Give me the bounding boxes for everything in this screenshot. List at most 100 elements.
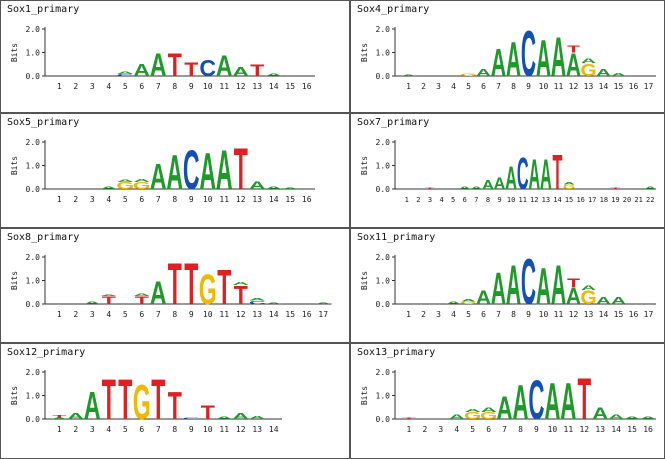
logo-letter-A: A [528, 151, 540, 199]
position-label: 12 [569, 310, 579, 319]
position-label: 11 [219, 195, 229, 204]
logo-letter-C: C [183, 141, 200, 202]
logo-letter-T: T [201, 402, 215, 424]
y-tick-label: 2.0 [376, 368, 391, 377]
position-label: 2 [73, 195, 78, 204]
logo-letter-A: A [265, 186, 282, 190]
position-label: 12 [236, 195, 246, 204]
position-label: 3 [428, 196, 432, 204]
position-label: 8 [172, 310, 177, 319]
logo-panel-1: Sox1_primary 2.0 1.0 0.0 Bits 1 2 3 4 5 6 7 8 9 10 11 12… [0, 0, 350, 113]
logo-letter-G: G [133, 376, 151, 431]
logo-letter-A: A [461, 299, 476, 303]
position-label: 7 [156, 195, 161, 204]
logo-letter-C: C [521, 18, 536, 91]
position-label: 9 [189, 425, 194, 434]
logo-letter-A: A [84, 384, 101, 428]
position-label: 9 [526, 310, 531, 319]
position-label: 6 [139, 425, 144, 434]
position-label: 15 [285, 310, 295, 319]
logo-letter-A: A [249, 179, 266, 192]
logo-letter-T: T [402, 418, 416, 420]
position-label: 17 [588, 196, 596, 204]
y-tick-label: 1.0 [26, 277, 41, 286]
logo-letter-A: A [249, 298, 266, 302]
position-label: 3 [90, 425, 95, 434]
position-label: 2 [421, 310, 426, 319]
position-label: 1 [407, 425, 412, 434]
position-label: 4 [451, 82, 456, 91]
position-label: 16 [302, 310, 312, 319]
logo-letter-A: A [581, 58, 596, 65]
position-label: 20 [623, 196, 631, 204]
position-label: 9 [497, 196, 501, 204]
position-label: 4 [106, 195, 111, 204]
logo-letter-C: C [199, 55, 216, 81]
position-label: 15 [614, 310, 624, 319]
position-label: 14 [599, 310, 609, 319]
position-label: 7 [496, 82, 501, 91]
panel-title: Sox7_primary [357, 117, 430, 128]
position-label: 17 [644, 82, 654, 91]
position-label: 9 [189, 82, 194, 91]
y-tick-label: 1.0 [376, 277, 391, 286]
logo-letter-C: C [249, 300, 266, 306]
logo-letter-T: T [553, 145, 563, 200]
position-label: 11 [554, 82, 564, 91]
position-label: 8 [486, 196, 490, 204]
position-label: 16 [576, 196, 584, 204]
logo-letter-A: A [581, 284, 596, 291]
position-label: 9 [189, 310, 194, 319]
logo-letter-A: A [117, 71, 134, 75]
logo-letter-G: G [199, 267, 217, 314]
position-label: 10 [203, 425, 213, 434]
position-label: 10 [507, 196, 515, 204]
logo-letter-A: A [465, 408, 482, 413]
position-label: 12 [236, 425, 246, 434]
position-label: 1 [406, 310, 411, 319]
position-label: 15 [565, 196, 573, 204]
position-label: 7 [496, 310, 501, 319]
position-label: 9 [189, 195, 194, 204]
position-label: 2 [73, 82, 78, 91]
logo-letter-A: A [51, 418, 68, 420]
logo-letter-A: A [150, 46, 167, 83]
position-label: 5 [123, 82, 128, 91]
position-label: 12 [579, 425, 589, 434]
logo-letter-A: A [506, 32, 521, 87]
logo-letter-A: A [282, 188, 299, 190]
logo-letter-T: T [577, 367, 591, 432]
logo-letter-A: A [540, 151, 552, 199]
position-label: 10 [203, 82, 213, 91]
logo-letter-G: G [133, 180, 151, 191]
logo-letter-A: A [459, 185, 471, 190]
logo-letter-A: A [491, 263, 506, 314]
logo-letter-A: A [100, 186, 117, 190]
logo-letter-A: A [482, 178, 494, 192]
logo-letter-T: T [135, 294, 149, 307]
logo-letter-A: A [449, 413, 465, 420]
y-tick-label: 0.0 [376, 185, 391, 194]
position-label: 2 [422, 425, 427, 434]
logo-letter-A: A [67, 411, 84, 420]
position-label: 6 [481, 82, 486, 91]
logo-letter-A: A [232, 411, 249, 420]
position-label: 4 [454, 425, 459, 434]
logo-panel-4: Sox7_primary 2.0 1.0 0.0 Bits 1 2 3 4 5 6 7 8 9 10 11 12… [350, 113, 665, 228]
position-label: 13 [252, 310, 262, 319]
position-label: 11 [518, 196, 526, 204]
position-label: 4 [439, 196, 443, 204]
logo-letter-A: A [491, 41, 506, 85]
position-label: 3 [90, 195, 95, 204]
position-label: 2 [421, 82, 426, 91]
position-label: 5 [470, 425, 475, 434]
logo-letter-A: A [216, 49, 233, 82]
logo-letter-A: A [536, 30, 551, 88]
logo-letter-T: T [168, 46, 182, 83]
position-label: 1 [405, 196, 409, 204]
logo-letter-A: A [596, 296, 611, 307]
position-label: 13 [584, 82, 594, 91]
logo-letter-A: A [133, 178, 150, 184]
position-label: 13 [252, 82, 262, 91]
logo-letter-C: C [521, 246, 536, 319]
